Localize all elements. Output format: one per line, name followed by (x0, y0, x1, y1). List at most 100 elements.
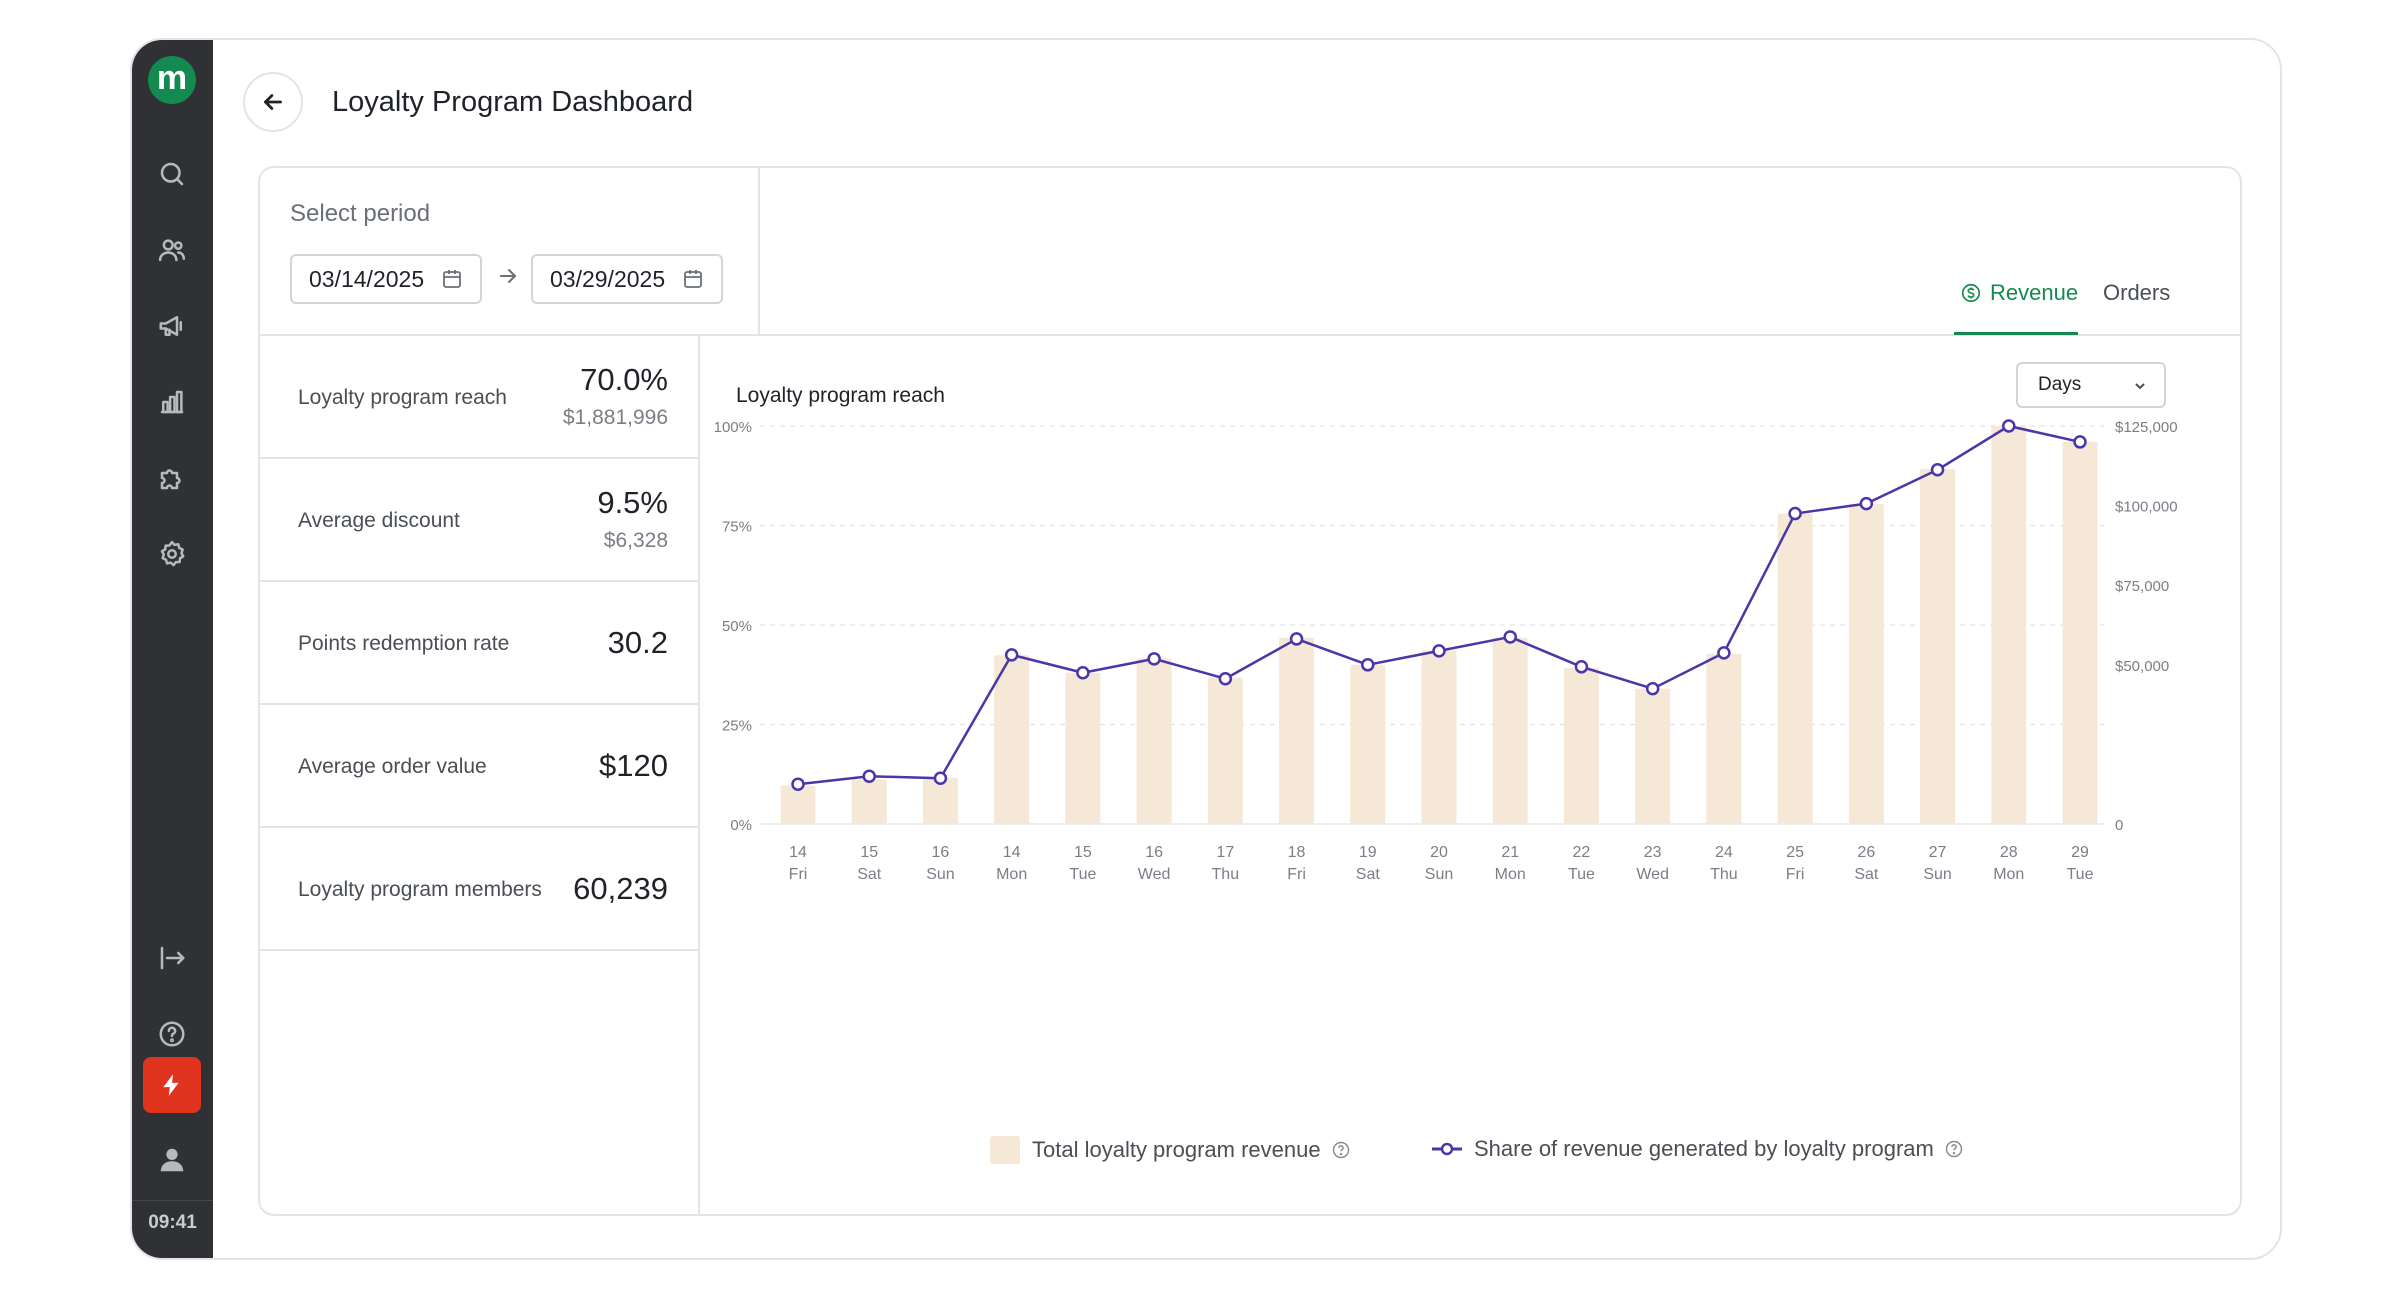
metric-value: 9.5% (597, 485, 668, 520)
puzzle-icon[interactable] (152, 458, 192, 498)
back-button[interactable] (243, 72, 303, 132)
line-point (1076, 666, 1090, 680)
y-left-tick-label: 25% (722, 718, 752, 735)
bar-chart-icon[interactable] (152, 382, 192, 422)
tab-revenue-label: Revenue (1990, 280, 2079, 305)
line-point (791, 777, 805, 791)
line-point (1147, 652, 1161, 666)
x-tick-label-day: 16 (1145, 844, 1163, 861)
help-icon[interactable] (1944, 1139, 1964, 1159)
chart-bar (1991, 426, 2027, 824)
chart-bar (1350, 664, 1386, 824)
line-point (1289, 632, 1304, 646)
header-divider (260, 334, 2240, 336)
metric-average-order-value[interactable]: Average order value $120 (260, 705, 698, 828)
help-icon[interactable] (152, 1014, 192, 1054)
y-left-tick-label: 50% (722, 618, 752, 635)
metric-sub-value: $1,881,996 (562, 406, 668, 429)
line-point (1717, 646, 1731, 660)
arrow-left-icon (264, 94, 282, 110)
y-right-tick-label: $50,000 (2115, 658, 2169, 675)
chart-bar (1279, 637, 1315, 824)
x-tick-label-day: 29 (2071, 844, 2089, 861)
x-tick-label-weekday: Fri (1786, 866, 1805, 883)
x-tick-label-weekday: Sun (1923, 866, 1951, 883)
metric-label: Average discount (298, 509, 460, 532)
calendar-icon (684, 270, 702, 288)
metric-label: Loyalty program members (298, 878, 542, 901)
legend-bar-series: Total loyalty program revenue (990, 1136, 1351, 1164)
arrow-right-icon (496, 264, 520, 288)
logout-icon[interactable] (152, 938, 192, 978)
start-date-field[interactable]: 03/14/2025 (290, 254, 482, 304)
legend-bar-label: Total loyalty program revenue (1032, 1137, 1321, 1162)
x-tick-label-weekday: Wed (1636, 866, 1669, 883)
x-tick-label-day: 20 (1430, 844, 1448, 861)
y-left-tick-label: 75% (722, 519, 752, 536)
metric-average-discount[interactable]: Average discount 9.5% $6,328 (260, 459, 698, 582)
metric-loyalty-reach[interactable]: Loyalty program reach 70.0% $1,881,996 (260, 336, 698, 459)
metric-value: 60,239 (573, 871, 668, 906)
x-tick-label-weekday: Sun (1425, 866, 1453, 883)
x-tick-label-weekday: Thu (1710, 866, 1738, 883)
tab-orders[interactable]: Orders (2103, 280, 2171, 305)
app-logo[interactable]: m (148, 56, 196, 104)
x-tick-label-weekday: Sun (926, 866, 954, 883)
x-tick-label-weekday: Fri (789, 866, 808, 883)
chart-bar (1777, 513, 1813, 824)
x-tick-label-day: 17 (1216, 844, 1234, 861)
x-tick-label-weekday: Tue (2067, 866, 2094, 883)
chart-bar (780, 785, 816, 824)
chart-bar (922, 777, 958, 824)
x-tick-label-weekday: Sat (1854, 866, 1879, 883)
calendar-icon (443, 270, 461, 288)
line-point (2002, 419, 2016, 433)
x-tick-label-day: 15 (1074, 844, 1092, 861)
granularity-value: Days (2038, 374, 2082, 395)
x-tick-label-day: 15 (860, 844, 878, 861)
settings-icon[interactable] (152, 534, 192, 574)
y-right-tick-label: 0 (2115, 817, 2123, 834)
bolt-icon[interactable] (143, 1057, 201, 1113)
period-label: Select period (290, 200, 431, 227)
help-icon[interactable] (1331, 1140, 1351, 1160)
x-tick-label-weekday: Mon (1993, 866, 2024, 883)
chart-bar (1421, 650, 1457, 824)
metric-points-redemption[interactable]: Points redemption rate 30.2 (260, 582, 698, 705)
line-point (933, 771, 948, 785)
line-point (1503, 630, 1517, 644)
chart-panel: Loyalty program reach Days 0% 25% 50% 75% 10… (700, 336, 2240, 1214)
user-icon[interactable] (152, 1140, 192, 1180)
chart-bar (851, 779, 887, 824)
page-title: Loyalty Program Dashboard (332, 86, 694, 118)
x-tick-label-day: 28 (2000, 844, 2018, 861)
x-tick-label-weekday: Tue (1069, 866, 1096, 883)
x-tick-label-day: 27 (1929, 844, 1947, 861)
x-tick-label-weekday: Wed (1138, 866, 1171, 883)
chart-bar (2062, 441, 2098, 824)
x-tick-label-weekday: Mon (1495, 866, 1526, 883)
metric-loyalty-members[interactable]: Loyalty program members 60,239 (260, 828, 698, 951)
clock-time: 09:41 (148, 1212, 197, 1233)
end-date-field[interactable]: 03/29/2025 (531, 254, 723, 304)
chart-title: Loyalty program reach (736, 384, 945, 407)
x-tick-label-day: 14 (1003, 844, 1021, 861)
chart-bar (1706, 653, 1742, 824)
users-icon[interactable] (152, 230, 192, 270)
line-point (1432, 644, 1446, 658)
chevron-down-icon (2135, 383, 2145, 390)
x-tick-label-weekday: Fri (1287, 866, 1306, 883)
legend-line-label: Share of revenue generated by loyalty pr… (1474, 1136, 1934, 1161)
y-left-tick-label: 100% (714, 419, 752, 436)
search-icon[interactable] (152, 154, 192, 194)
tab-revenue[interactable]: Revenue (1960, 280, 2078, 306)
line-point (1218, 671, 1233, 686)
granularity-select[interactable]: Days (2016, 362, 2166, 408)
x-tick-label-weekday: Tue (1568, 866, 1595, 883)
x-tick-label-day: 25 (1786, 844, 1804, 861)
revenue-chart: 0% 25% 50% 75% 100% 0 $50,000 $75,000 $100,000 $1… (714, 419, 2178, 883)
legend-bar-swatch (990, 1136, 1020, 1164)
x-tick-label-weekday: Sat (857, 866, 882, 883)
line-point (1930, 463, 1945, 477)
megaphone-icon[interactable] (152, 306, 192, 346)
